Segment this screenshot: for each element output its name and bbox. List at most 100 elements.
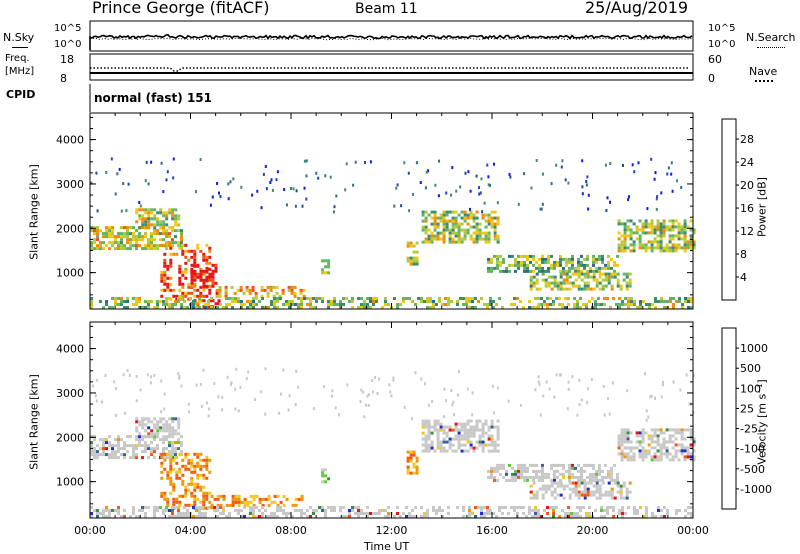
rt-cell <box>571 475 574 479</box>
rt-cell <box>321 271 325 275</box>
rt-cell <box>172 467 176 471</box>
rt-cell <box>641 246 645 250</box>
rt-cell <box>177 506 180 509</box>
rt-cell <box>523 263 526 267</box>
rt-cell <box>674 249 678 253</box>
rt-cell <box>168 423 172 427</box>
rt-cell <box>451 449 455 453</box>
rt-cell <box>475 237 479 241</box>
rt-cell <box>213 506 216 509</box>
rt-cell <box>650 240 654 244</box>
rt-cell <box>442 234 446 238</box>
rt-cell <box>478 222 482 226</box>
rt-cell <box>424 425 428 429</box>
rt-cell <box>442 237 446 241</box>
rt-cell <box>498 509 501 512</box>
rt-cell <box>174 429 178 433</box>
rt-cell <box>475 428 479 432</box>
rt-cell <box>592 466 595 470</box>
rt-cell <box>501 512 504 515</box>
rt-cell <box>663 515 666 518</box>
rt-cell <box>160 379 163 383</box>
rt-cell <box>261 297 264 300</box>
rt-cell <box>612 515 615 518</box>
rt-cell <box>558 515 561 518</box>
rt-cell <box>650 437 654 441</box>
rt-cell <box>626 246 630 250</box>
rt-cell <box>132 232 135 236</box>
rt-cell <box>406 256 410 260</box>
rt-cell <box>454 425 458 429</box>
rt-cell <box>489 303 492 306</box>
rt-cell <box>216 306 219 309</box>
rt-cell <box>517 472 520 476</box>
rt-cell <box>174 300 177 303</box>
rt-cell <box>581 398 583 402</box>
rt-cell <box>566 407 569 411</box>
rt-cell <box>357 512 360 515</box>
rt-cell <box>430 446 434 450</box>
rt-cell <box>150 244 153 248</box>
rt-cell <box>616 475 619 479</box>
rt-cell <box>135 444 138 448</box>
rt-cell <box>99 247 102 251</box>
rt-cell <box>692 458 696 462</box>
rt-cell <box>251 193 254 197</box>
rt-cell <box>541 484 545 488</box>
rt-cell <box>677 246 681 250</box>
rt-cell <box>671 458 675 462</box>
rt-cell <box>156 444 159 448</box>
rt-cell <box>681 306 684 309</box>
rt-cell <box>135 435 138 439</box>
rt-cell <box>520 463 523 467</box>
rt-cell <box>150 447 153 451</box>
rt-cell <box>547 281 551 285</box>
rt-cell <box>610 257 613 261</box>
rt-cell <box>535 496 539 500</box>
rt-cell <box>193 282 197 286</box>
rt-cell <box>577 469 580 473</box>
rt-cell <box>324 271 328 275</box>
rt-cell <box>544 472 547 476</box>
rt-cell <box>129 515 132 518</box>
rt-cell <box>240 303 243 306</box>
rt-cell <box>680 185 683 189</box>
rt-cell <box>199 473 203 477</box>
rt-cell <box>166 452 170 456</box>
rt-cell <box>193 482 197 486</box>
rt-cell <box>138 423 142 427</box>
rt-cell <box>213 509 216 512</box>
rt-cell <box>202 281 206 285</box>
rt-cell <box>196 476 200 480</box>
rt-cell <box>412 471 416 475</box>
rt-cell <box>546 512 549 515</box>
rt-cell <box>492 306 495 309</box>
rt-cell <box>466 449 470 453</box>
rt-cell <box>215 291 219 295</box>
rt-cell <box>348 515 351 518</box>
rt-cell <box>96 450 99 454</box>
rt-cell <box>186 306 189 309</box>
rt-cell <box>523 269 526 273</box>
rt-cell <box>270 500 274 504</box>
rt-cell <box>510 303 513 306</box>
rt-cell <box>445 228 449 232</box>
rt-cell <box>264 367 267 371</box>
rt-cell <box>102 235 105 239</box>
rt-cell <box>601 266 604 270</box>
rt-cell <box>601 478 604 482</box>
rt-cell <box>189 297 192 300</box>
rt-cell <box>662 437 666 441</box>
rt-cell <box>653 458 657 462</box>
rt-cell <box>90 241 93 245</box>
rt-cell <box>138 217 142 221</box>
rt-cell <box>532 281 536 285</box>
rt-cell <box>171 426 175 430</box>
rt-cell <box>490 425 494 429</box>
rt-cell <box>576 413 579 417</box>
rt-cell <box>675 300 678 303</box>
rt-cell <box>625 490 629 494</box>
rt-cell <box>538 487 542 491</box>
rt-cell <box>556 469 559 473</box>
rt-cell <box>156 426 160 430</box>
